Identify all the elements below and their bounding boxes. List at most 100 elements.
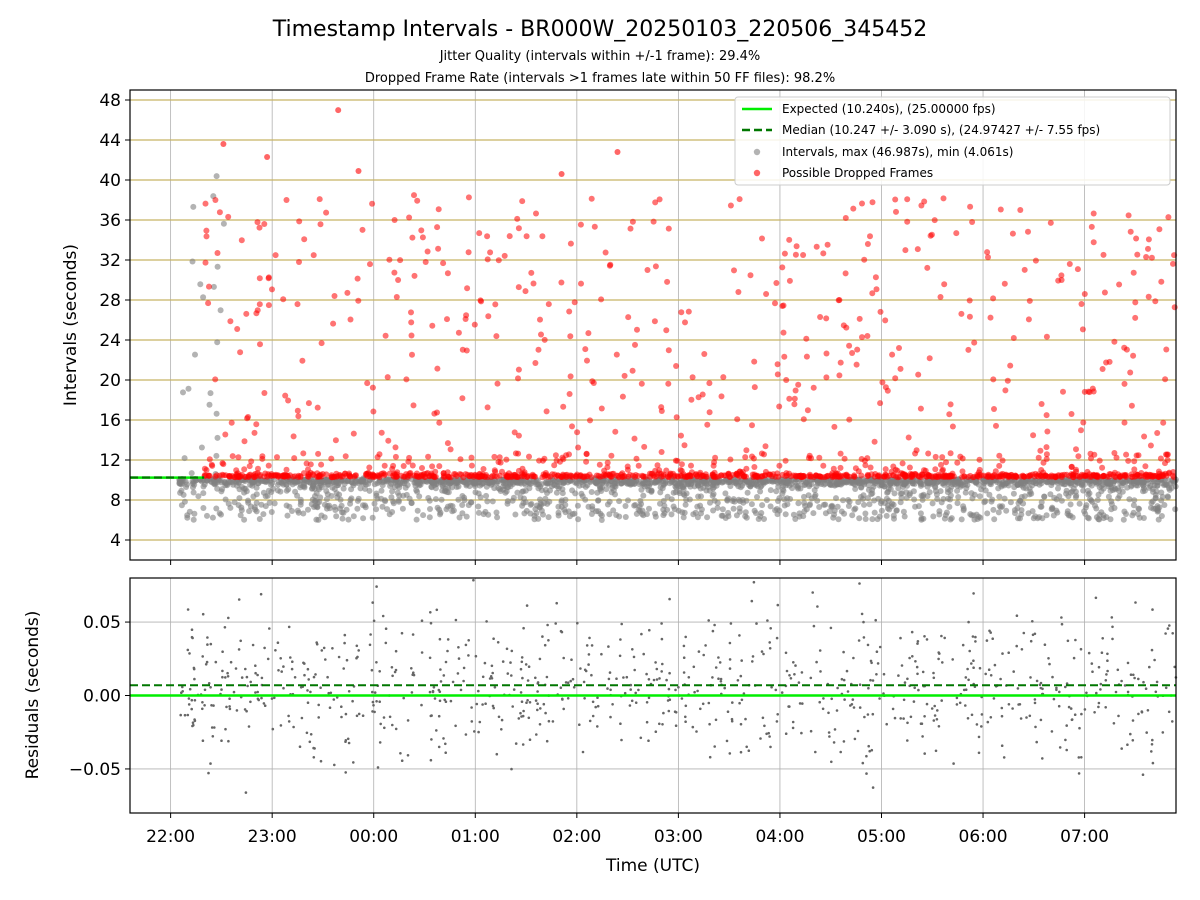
residual-point: [1041, 757, 1044, 760]
residual-point: [277, 669, 280, 672]
residual-point: [459, 688, 463, 692]
residual-point: [1000, 714, 1004, 718]
interval-point: [555, 503, 562, 510]
interval-point: [1036, 514, 1043, 521]
dropped-frame-point: [1012, 472, 1019, 479]
interval-point: [767, 503, 774, 510]
residual-point: [391, 674, 394, 678]
residual-point: [1093, 711, 1096, 714]
residual-point: [1031, 620, 1034, 623]
dropped-frame-point: [1134, 251, 1141, 258]
residual-point: [244, 667, 247, 671]
interval-point: [192, 351, 198, 358]
interval-point: [887, 480, 894, 487]
top-y-tick-label: 32: [99, 251, 121, 271]
interval-point: [1064, 510, 1071, 517]
dropped-frame-point: [1131, 458, 1138, 465]
x-tick-label: 00:00: [349, 827, 398, 847]
residual-point: [917, 688, 920, 692]
residual-point: [456, 672, 460, 675]
dropped-frame-point: [515, 284, 522, 291]
interval-point: [484, 498, 491, 505]
dropped-frame-point: [374, 454, 381, 461]
residual-point: [527, 716, 531, 720]
residual-point: [314, 673, 317, 676]
residual-point: [342, 667, 346, 670]
dropped-frame-point: [355, 297, 362, 304]
dropped-frame-point: [234, 326, 241, 332]
residual-point: [1007, 703, 1011, 706]
residual-point: [744, 717, 747, 721]
interval-point: [780, 487, 787, 494]
residual-point: [835, 709, 839, 712]
residual-point: [906, 677, 909, 681]
residual-point: [585, 644, 589, 647]
residual-point: [190, 707, 193, 711]
dropped-frame-point: [894, 467, 901, 474]
interval-point: [191, 510, 198, 517]
interval-point: [231, 499, 238, 506]
residual-point: [344, 771, 348, 774]
x-axis-ticks: 22:00 23:00 00:00 01:00 02:00 03:00 04:00 05:00…: [146, 560, 1109, 847]
residual-point: [875, 673, 878, 676]
dropped-frame-point: [672, 457, 679, 464]
dropped-frame-point: [689, 374, 696, 381]
dropped-frame-point: [613, 351, 620, 358]
interval-point: [722, 490, 729, 497]
interval-point: [947, 496, 954, 503]
interval-point: [213, 505, 220, 512]
interval-point: [801, 508, 808, 515]
residual-point: [260, 696, 263, 700]
dropped-frame-point: [779, 303, 786, 309]
dropped-frame-point: [640, 473, 647, 480]
interval-point: [1050, 512, 1057, 519]
interval-point: [757, 488, 764, 495]
interval-point: [362, 481, 369, 488]
interval-point: [870, 483, 877, 490]
dropped-frame-point: [660, 473, 667, 479]
residual-point: [240, 676, 244, 679]
residual-point: [1029, 676, 1032, 679]
interval-point: [456, 514, 463, 521]
interval-point: [206, 401, 213, 408]
residual-point: [470, 720, 474, 723]
residual-point: [543, 643, 547, 647]
interval-point: [523, 507, 530, 514]
interval-point: [1072, 488, 1079, 495]
residual-point: [868, 749, 871, 753]
dropped-frame-point: [932, 466, 939, 473]
residual-point: [305, 731, 309, 735]
dropped-frame-point: [294, 301, 301, 308]
dropped-frame-point: [1152, 298, 1159, 305]
dropped-frame-point: [1001, 280, 1008, 287]
interval-point: [812, 492, 819, 498]
dropped-frame-point: [471, 321, 478, 328]
residual-point: [1029, 639, 1033, 643]
interval-point: [752, 482, 759, 489]
dropped-frame-point: [543, 408, 550, 415]
dropped-frame-point: [838, 473, 845, 480]
residual-point: [708, 722, 711, 726]
residual-point: [209, 686, 212, 689]
interval-point: [929, 500, 936, 507]
residual-point: [383, 726, 386, 730]
dropped-frame-point: [393, 294, 400, 300]
residual-point: [528, 701, 532, 704]
dropped-frame-point: [665, 225, 672, 232]
residual-point: [320, 649, 324, 652]
dropped-frame-point: [305, 400, 312, 407]
dropped-frame-point: [864, 333, 871, 339]
dropped-frame-point: [939, 467, 946, 474]
dropped-frame-point: [463, 312, 470, 319]
residual-point: [371, 700, 375, 704]
interval-point: [222, 496, 229, 503]
residual-point: [203, 704, 206, 707]
interval-point: [707, 499, 713, 506]
interval-point: [595, 497, 602, 504]
residual-point: [343, 633, 347, 637]
residual-point: [227, 739, 230, 743]
residual-point: [980, 713, 984, 716]
interval-point: [253, 499, 260, 506]
interval-point: [1067, 481, 1074, 488]
interval-point: [897, 490, 904, 497]
